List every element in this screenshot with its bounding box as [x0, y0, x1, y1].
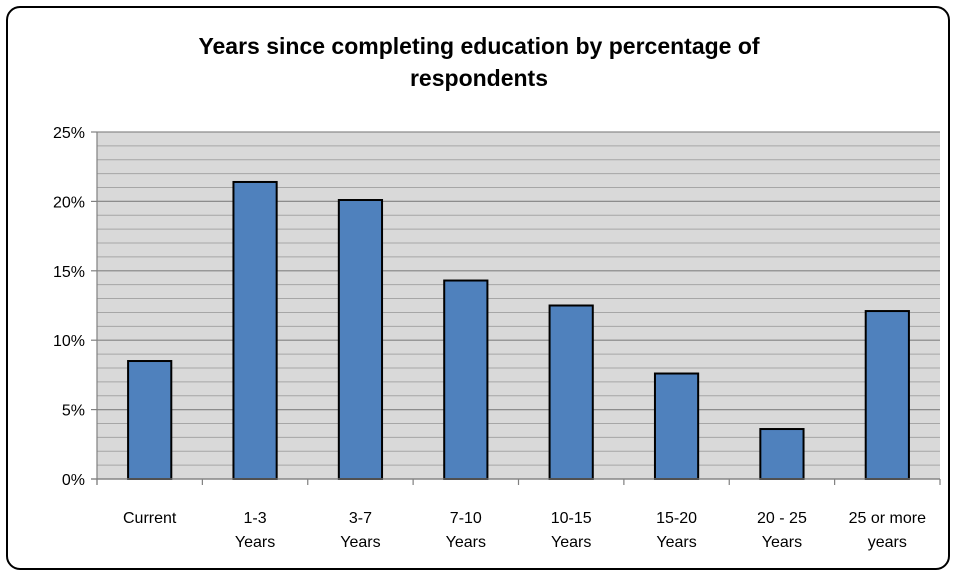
bar	[864, 310, 910, 480]
bar	[759, 428, 805, 481]
bar	[443, 279, 489, 480]
bar	[653, 372, 700, 480]
y-tick-label: 10%	[53, 333, 85, 350]
x-category-label-line: Years	[762, 534, 802, 551]
x-category-label-line: 20 - 25	[757, 510, 807, 527]
x-category-label: 20 - 25 Years	[757, 510, 807, 551]
x-category-label: Current	[123, 510, 177, 527]
chart-title: Years since completing education by perc…	[0, 30, 958, 94]
bar	[232, 180, 278, 481]
bar	[127, 360, 173, 480]
x-category-label-line: 3-7	[349, 510, 372, 527]
y-tick-label: 15%	[53, 264, 85, 281]
bar-layer	[127, 180, 910, 481]
x-category-label: 3-7 Years	[340, 510, 380, 551]
x-category-label: 15-20 Years	[656, 510, 697, 551]
chart-title-text: Years since completing education by perc…	[198, 33, 760, 91]
y-tick-label: 25%	[53, 125, 85, 142]
x-category-label-line: 1-3	[244, 510, 267, 527]
y-tick-label: 5%	[62, 403, 85, 420]
x-category-label-line: Years	[235, 534, 275, 551]
x-category-label: 1-3 Years	[235, 510, 275, 551]
x-category-label-line: Years	[446, 534, 486, 551]
x-category-label-line: 15-20	[656, 510, 697, 527]
x-category-label-line: 7-10	[450, 510, 482, 527]
x-category-label-line: 10-15	[551, 510, 592, 527]
x-category-label-line: Years	[340, 534, 380, 551]
bar	[548, 304, 594, 480]
x-category-label-line: Years	[656, 534, 696, 551]
x-category-label-line: Current	[123, 510, 177, 527]
x-category-label-line: years	[868, 534, 907, 551]
x-category-label: 10-15 Years	[551, 510, 592, 551]
y-tick-label: 0%	[62, 472, 85, 489]
y-tick-label: 20%	[53, 194, 85, 211]
x-category-label-line: Years	[551, 534, 591, 551]
grid-layer	[97, 131, 940, 480]
x-category-label: 7-10 Years	[446, 510, 486, 551]
bar	[337, 199, 384, 480]
plot-area	[97, 132, 940, 479]
x-category-label: 25 or more years	[849, 510, 926, 551]
x-category-label-line: 25 or more	[849, 510, 926, 527]
